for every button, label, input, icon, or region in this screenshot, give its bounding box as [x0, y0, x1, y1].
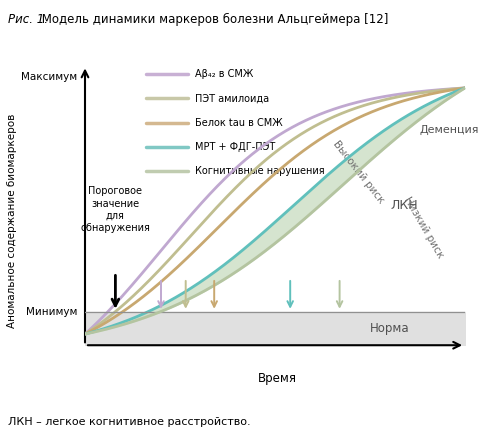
Text: Аномальное содержание биомаркеров: Аномальное содержание биомаркеров [8, 114, 18, 328]
Text: Модель динамики маркеров болезни Альцгеймера [12]: Модель динамики маркеров болезни Альцгей… [38, 13, 388, 26]
Text: Когнитивные нарушения: Когнитивные нарушения [195, 166, 325, 176]
Text: Рис. 1.: Рис. 1. [8, 13, 48, 26]
Text: Пороговое
значение
для
обнаружения: Пороговое значение для обнаружения [80, 186, 150, 233]
Text: МРТ + ФДГ-ПЭТ: МРТ + ФДГ-ПЭТ [195, 142, 276, 152]
Text: Белок tau в СМЖ: Белок tau в СМЖ [195, 118, 283, 128]
Text: ЛКН – легкое когнитивное расстройство.: ЛКН – легкое когнитивное расстройство. [8, 417, 250, 427]
Text: Высокий риск: Высокий риск [331, 139, 386, 205]
Text: Деменция: Деменция [420, 125, 479, 135]
Text: Aβ₄₂ в СМЖ: Aβ₄₂ в СМЖ [195, 69, 254, 79]
Text: Максимум: Максимум [22, 72, 78, 82]
Text: Минимум: Минимум [26, 307, 78, 317]
Text: Норма: Норма [370, 322, 410, 335]
Text: ЛКН: ЛКН [390, 199, 418, 212]
Text: Время: Время [258, 371, 297, 385]
Text: ПЭТ амилоида: ПЭТ амилоида [195, 93, 270, 103]
Text: Низкий риск: Низкий риск [402, 195, 445, 260]
